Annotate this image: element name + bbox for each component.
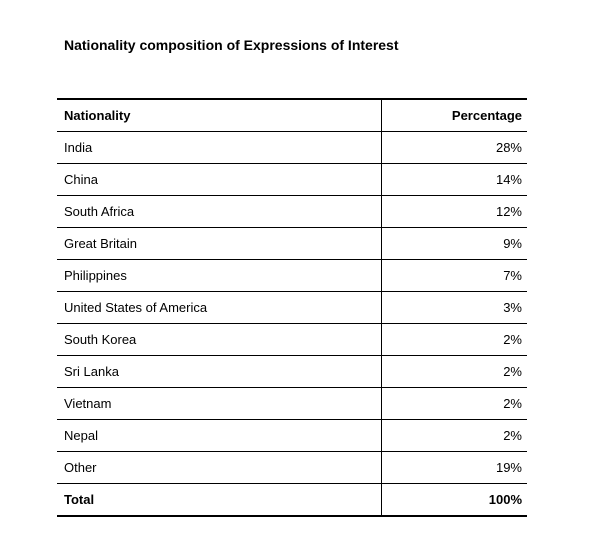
table-header: Nationality Percentage [57, 98, 527, 132]
percentage-cell: 2% [381, 355, 527, 388]
table-body: India 28% China 14% South Africa 12% Gre… [57, 131, 527, 484]
percentage-cell: 7% [381, 259, 527, 292]
nationality-cell: United States of America [57, 291, 382, 324]
nationality-cell: China [57, 163, 382, 196]
table-row: Nepal 2% [57, 419, 527, 452]
table-row: Great Britain 9% [57, 227, 527, 260]
percentage-cell: 2% [381, 419, 527, 452]
total-row: Total 100% [57, 483, 527, 517]
percentage-cell: 28% [381, 131, 527, 164]
table-row: Philippines 7% [57, 259, 527, 292]
percentage-cell: 14% [381, 163, 527, 196]
nationality-cell: Other [57, 451, 382, 484]
nationality-cell: Sri Lanka [57, 355, 382, 388]
nationality-cell: South Korea [57, 323, 382, 356]
table-row: South Korea 2% [57, 323, 527, 356]
table-row: United States of America 3% [57, 291, 527, 324]
document-title: Nationality composition of Expressions o… [64, 37, 399, 53]
percentage-cell: 19% [381, 451, 527, 484]
total-label: Total [57, 483, 382, 517]
nationality-cell: Great Britain [57, 227, 382, 260]
nationality-cell: Philippines [57, 259, 382, 292]
nationality-column-header: Nationality [57, 98, 382, 132]
percentage-cell: 2% [381, 323, 527, 356]
total-percentage: 100% [381, 483, 527, 517]
table-row: Sri Lanka 2% [57, 355, 527, 388]
nationality-cell: India [57, 131, 382, 164]
percentage-cell: 12% [381, 195, 527, 228]
percentage-column-header: Percentage [381, 98, 527, 132]
table-header-row: Nationality Percentage [57, 98, 527, 132]
table-row: Other 19% [57, 451, 527, 484]
table-row: India 28% [57, 131, 527, 164]
nationality-cell: Vietnam [57, 387, 382, 420]
percentage-cell: 9% [381, 227, 527, 260]
table-row: China 14% [57, 163, 527, 196]
percentage-cell: 3% [381, 291, 527, 324]
table-row: Vietnam 2% [57, 387, 527, 420]
nationality-cell: South Africa [57, 195, 382, 228]
percentage-cell: 2% [381, 387, 527, 420]
table-row: South Africa 12% [57, 195, 527, 228]
table-footer: Total 100% [57, 483, 527, 517]
nationality-table: Nationality Percentage India 28% China 1… [57, 98, 527, 517]
nationality-cell: Nepal [57, 419, 382, 452]
